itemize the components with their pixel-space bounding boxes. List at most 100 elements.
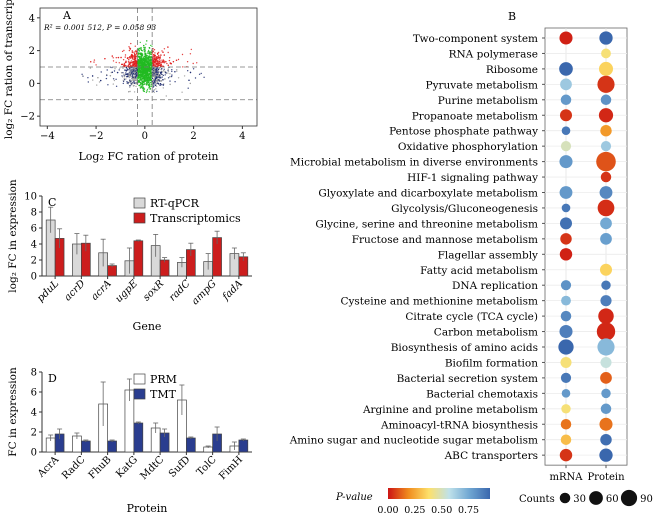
- scatter-point: [161, 76, 163, 78]
- scatter-point: [181, 53, 184, 56]
- scatter-point: [127, 61, 130, 63]
- scatter-point: [155, 83, 157, 85]
- bubble: [598, 61, 614, 76]
- scatter-point: [146, 40, 148, 42]
- scatter-point: [153, 84, 155, 86]
- scatter-point: [133, 81, 135, 83]
- scatter-point: [87, 81, 90, 83]
- scatter-point: [131, 56, 133, 58]
- scatter-point: [133, 62, 135, 64]
- scatter-point: [169, 80, 171, 82]
- size-legend-label: 30: [573, 494, 586, 505]
- scatter-point: [163, 60, 166, 62]
- scatter-point: [162, 74, 165, 77]
- scatter-point: [152, 85, 154, 87]
- legend-swatch: [133, 197, 146, 209]
- scatter-point: [134, 54, 137, 56]
- scatter-point: [177, 77, 180, 79]
- scatter-point: [144, 67, 146, 69]
- scatter-point: [141, 62, 143, 65]
- scatter-point: [153, 79, 155, 82]
- y-axis-label: FC in expression: [7, 367, 19, 457]
- x-tick-label: FimH: [217, 454, 245, 482]
- scatter-point: [162, 60, 164, 62]
- scatter-point: [149, 59, 152, 61]
- x-tick-label: MdtC: [138, 454, 166, 482]
- x-axis-label: Log₂ FC ration of protein: [78, 150, 218, 163]
- scatter-point: [147, 63, 149, 65]
- bubble: [559, 31, 573, 45]
- scatter-point: [132, 65, 134, 67]
- scatter-point: [132, 78, 134, 81]
- scatter-point: [164, 74, 166, 76]
- scatter-point: [140, 47, 142, 49]
- bubble: [560, 78, 572, 91]
- scatter-point: [142, 64, 144, 67]
- scatter-point: [157, 61, 159, 64]
- scatter-point: [146, 90, 148, 92]
- colorbar-tick-label: 0.25: [404, 505, 425, 516]
- x-tick-label: TolC: [195, 454, 219, 478]
- bubble: [600, 171, 612, 183]
- bubble: [599, 31, 613, 45]
- scatter-point: [137, 62, 139, 64]
- scatter-point: [140, 58, 142, 60]
- scatter-point: [148, 68, 151, 70]
- scatter-point: [168, 59, 171, 62]
- scatter-point: [148, 91, 150, 93]
- scatter-point: [157, 80, 159, 82]
- bubble: [559, 448, 573, 462]
- scatter-point: [128, 68, 131, 71]
- scatter-point: [163, 54, 165, 56]
- scatter-point: [151, 86, 154, 89]
- scatter-point: [141, 60, 144, 63]
- scatter-point: [112, 83, 115, 85]
- scatter-point: [122, 79, 125, 82]
- scatter-point: [140, 83, 142, 86]
- scatter-point: [181, 91, 183, 93]
- scatter-point: [118, 69, 120, 71]
- scatter-point: [148, 52, 151, 54]
- bubble: [561, 404, 571, 414]
- scatter-point: [135, 83, 137, 85]
- scatter-point: [134, 57, 136, 59]
- scatter-point: [146, 83, 149, 85]
- x-tick-label: ampG: [190, 278, 219, 307]
- scatter-point: [141, 84, 144, 86]
- scatter-point: [155, 88, 157, 90]
- scatter-point: [130, 60, 133, 62]
- scatter-point: [161, 84, 163, 86]
- scatter-point: [194, 77, 197, 79]
- scatter-point: [135, 63, 138, 65]
- scatter-point: [187, 70, 189, 72]
- scatter-point: [159, 56, 161, 58]
- scatter-point: [128, 59, 130, 61]
- scatter-point: [130, 42, 132, 45]
- pathway-label: Pentose phosphate pathway: [389, 126, 538, 138]
- x-tick-label: acrA: [89, 278, 113, 302]
- scatter-point: [142, 85, 144, 87]
- scatter-point: [156, 73, 158, 76]
- x-tick-label: AcrA: [35, 454, 62, 481]
- scatter-point: [147, 52, 149, 54]
- scatter-point: [138, 74, 140, 76]
- scatter-point: [145, 83, 147, 85]
- bubble: [560, 280, 572, 291]
- scatter-point: [182, 66, 184, 68]
- bubble: [560, 372, 572, 383]
- scatter-point: [129, 56, 131, 58]
- scatter-point: [146, 80, 148, 82]
- scatter-point: [149, 51, 151, 53]
- y-tick-label: 8: [31, 208, 37, 219]
- scatter-point: [154, 65, 156, 67]
- bubble: [559, 109, 573, 122]
- scatter-point: [153, 67, 155, 69]
- scatter-point: [93, 61, 95, 63]
- scatter-point: [150, 81, 152, 84]
- scatter-point: [161, 68, 163, 70]
- y-axis-label: log₂ FC ration of transcript: [3, 0, 15, 139]
- bubble: [559, 217, 573, 230]
- scatter-point: [147, 49, 150, 52]
- scatter-point: [148, 85, 151, 87]
